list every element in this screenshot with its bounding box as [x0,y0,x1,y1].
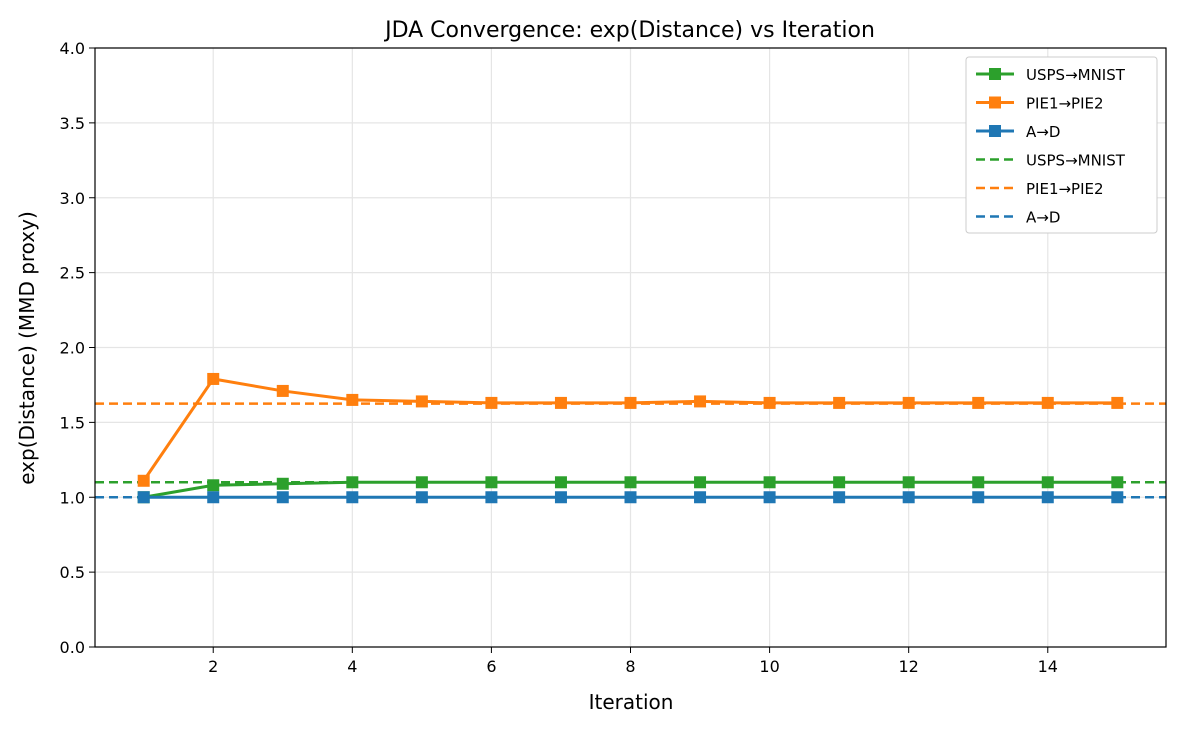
legend-marker [989,125,1001,137]
y-axis-label: exp(Distance) (MMD proxy) [15,211,39,485]
legend-label: A→D [1026,123,1060,141]
data-point [207,479,220,492]
data-point [207,372,220,385]
data-point [763,491,776,504]
data-point [1041,476,1054,489]
data-point [763,476,776,489]
data-point [485,476,498,489]
y-tick-label: 2.5 [60,264,85,283]
x-tick-label: 8 [625,657,635,676]
data-point [485,491,498,504]
legend-marker [989,68,1001,80]
legend-marker [989,96,1001,109]
data-point [1041,396,1054,409]
data-point [276,491,289,504]
legend-label: A→D [1026,209,1060,227]
y-tick-label: 2.0 [60,339,85,358]
ticks: 2 4 6 8 10 12 14 0.0 0.5 1.0 1.5 2.0 2.5 3.0 3.5 4.0 [60,39,1058,676]
y-tick-label: 1.0 [60,488,85,507]
data-point [1111,396,1124,409]
legend-label: USPS→MNIST [1026,66,1126,84]
data-point [833,491,846,504]
data-point [415,491,428,504]
x-tick-label: 6 [486,657,496,676]
data-point [485,396,498,409]
plot-frame [94,47,1167,648]
data-point [902,491,915,504]
data-point [554,491,567,504]
data-point [902,476,915,489]
y-tick-label: 4.0 [60,39,85,58]
data-point [554,396,567,409]
legend-label: PIE1→PIE2 [1026,95,1104,113]
data-point [833,396,846,409]
data-point [833,476,846,489]
data-point [972,491,985,504]
data-point [346,393,359,406]
data-point [972,476,985,489]
data-point [902,396,915,409]
legend-label: PIE1→PIE2 [1026,180,1104,198]
data-point [694,476,707,489]
data-point [972,396,985,409]
y-tick-label: 0.5 [60,563,85,582]
data-point [694,491,707,504]
data-point [624,491,637,504]
data-point [415,395,428,408]
data-point [346,491,359,504]
data-point [554,476,567,489]
x-tick-label: 10 [759,657,779,676]
x-tick-label: 14 [1038,657,1058,676]
series [137,372,1124,504]
x-tick-label: 12 [899,657,919,676]
chart-title: JDA Convergence: exp(Distance) vs Iterat… [383,18,875,43]
y-tick-label: 0.0 [60,638,85,657]
data-point [137,474,150,487]
y-tick-label: 3.5 [60,114,85,133]
legend-label: USPS→MNIST [1026,152,1126,170]
data-point [207,491,220,504]
data-point [1111,476,1124,489]
data-point [624,396,637,409]
x-tick-label: 2 [208,657,218,676]
data-point [1041,491,1054,504]
data-point [346,476,359,489]
data-point [763,396,776,409]
data-point [624,476,637,489]
y-tick-label: 3.0 [60,189,85,208]
data-point [276,384,289,397]
data-point [276,477,289,490]
data-point [415,476,428,489]
x-tick-label: 4 [347,657,357,676]
data-point [137,491,150,504]
y-tick-label: 1.5 [60,413,85,432]
x-axis-label: Iteration [589,690,674,714]
legend: USPS→MNIST PIE1→PIE2 A→D USPS→MNIST PIE1→PIE… [965,56,1158,234]
data-point [694,395,707,408]
data-point [1111,491,1124,504]
